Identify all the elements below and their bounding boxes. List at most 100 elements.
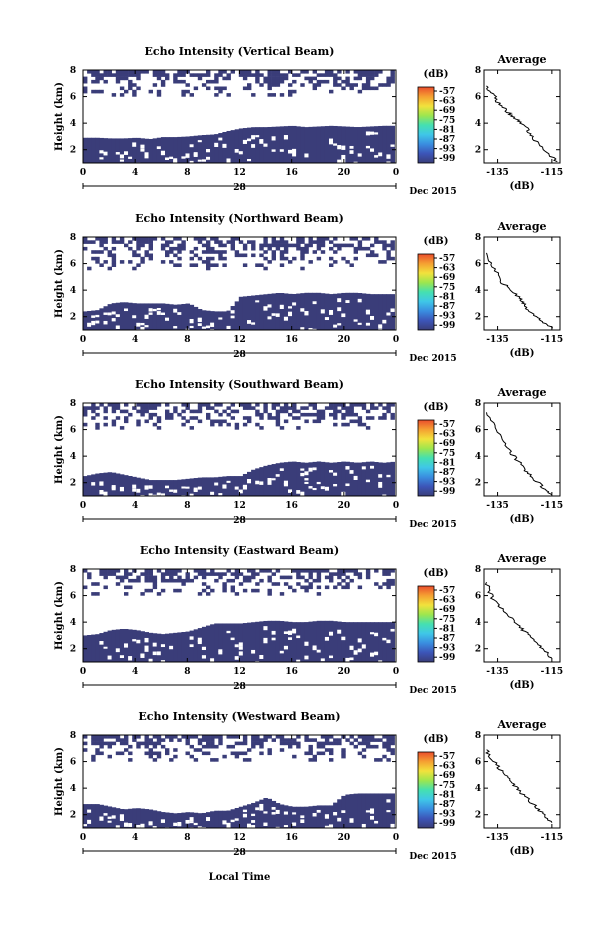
echo-cell (312, 461, 318, 496)
echo-cell (214, 263, 219, 267)
echo-cell (87, 406, 92, 410)
echo-cell (267, 246, 272, 251)
echo-cell (136, 240, 141, 244)
echo-cell (365, 86, 371, 91)
echo-cell (107, 630, 113, 662)
average-title: Average (496, 53, 546, 66)
echo-cell (95, 406, 100, 410)
echo-cell (111, 256, 117, 261)
echo-cell (361, 793, 367, 828)
echo-cell (242, 403, 248, 407)
echo-cell (382, 243, 387, 248)
echo-cell (214, 758, 219, 762)
echo-gap (349, 470, 354, 474)
echo-cell (218, 253, 223, 258)
echo-cell (234, 129, 240, 163)
echo-cell (382, 125, 387, 163)
echo-cell (87, 137, 92, 163)
echo-cell (349, 735, 354, 739)
echo-cell (361, 246, 367, 251)
echo-cell (329, 578, 334, 583)
echo-cell (390, 741, 395, 746)
echo-cell (197, 73, 203, 77)
echo-cell (271, 93, 276, 97)
y-tick-label: 6 (70, 592, 76, 602)
echo-cell (230, 744, 235, 749)
echo-gap (370, 315, 375, 320)
echo-cell (341, 292, 346, 330)
colorbar-tick-label: -69 (439, 273, 455, 283)
echo-cell (214, 403, 219, 407)
echo-gap (357, 153, 362, 157)
echo-cell (136, 744, 141, 749)
echo-cell (111, 73, 117, 77)
echo-cell (193, 135, 199, 163)
echo-cell (136, 422, 141, 427)
echo-cell (271, 250, 276, 254)
echo-cell (111, 419, 117, 424)
echo-gap (333, 143, 338, 146)
echo-cell (206, 73, 211, 77)
echo-cell (247, 416, 252, 420)
echo-cell (173, 406, 178, 410)
echo-cell (292, 461, 297, 496)
y-tick-label: 8 (70, 233, 76, 243)
echo-cell (152, 403, 158, 407)
echo-cell (144, 138, 149, 163)
echo-cell (337, 582, 342, 586)
echo-cell (361, 293, 367, 330)
echo-cell (320, 412, 326, 417)
echo-cell (103, 409, 108, 414)
echo-cell (349, 741, 354, 746)
echo-cell (300, 266, 305, 271)
echo-cell (140, 403, 145, 407)
echo-cell (234, 569, 240, 573)
echo-cell (370, 416, 375, 420)
echo-cell (165, 751, 170, 756)
echo-cell (185, 572, 190, 576)
echo-cell (181, 409, 186, 414)
echo-cell (378, 70, 383, 74)
echo-cell (341, 754, 346, 759)
echo-cell (226, 406, 231, 410)
echo-gap (103, 813, 108, 816)
echo-gap (238, 151, 243, 155)
echo-gap (370, 148, 375, 152)
x-tick-label: 16 (285, 667, 298, 677)
echo-cell (349, 126, 354, 163)
echo-cell (115, 76, 121, 81)
echo-cell (177, 243, 182, 248)
echo-cell (337, 83, 342, 87)
echo-cell (259, 799, 264, 828)
echo-gap (275, 826, 280, 832)
echo-cell (103, 572, 108, 576)
echo-cell (156, 426, 162, 430)
colorbar-tick-label: -93 (439, 644, 455, 654)
echo-cell (279, 621, 285, 662)
echo-cell (119, 426, 125, 430)
echo-cell (279, 76, 285, 81)
echo-cell (152, 741, 158, 746)
echo-cell (390, 416, 395, 420)
echo-cell (210, 263, 215, 267)
echo-gap (210, 658, 215, 662)
y-tick-label: 2 (475, 479, 481, 489)
echo-cell (242, 263, 248, 267)
echo-gap (324, 317, 329, 321)
echo-cell (140, 741, 145, 746)
echo-cell (128, 572, 133, 576)
echo-cell (279, 73, 285, 77)
echo-cell (255, 127, 260, 163)
echo-cell (320, 805, 326, 828)
echo-cell (230, 735, 235, 739)
echo-cell (271, 126, 277, 163)
echo-cell (193, 416, 199, 420)
echo-cell (173, 246, 178, 251)
echo-cell (308, 751, 313, 756)
echo-cell (386, 738, 391, 742)
echo-cell (214, 735, 219, 739)
echo-cell (357, 246, 363, 251)
echo-cell (230, 585, 235, 590)
echo-cell (283, 243, 289, 248)
echo-cell (206, 403, 211, 407)
